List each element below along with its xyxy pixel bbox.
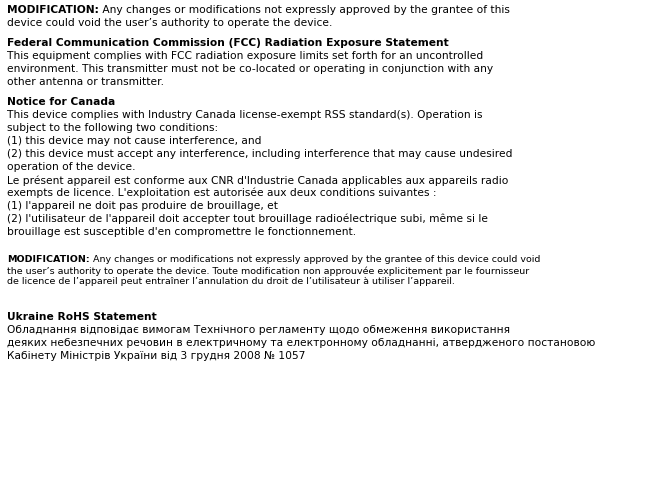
Text: other antenna or transmitter.: other antenna or transmitter.: [7, 77, 164, 87]
Text: Le présent appareil est conforme aux CNR d'Industrie Canada applicables aux appa: Le présent appareil est conforme aux CNR…: [7, 175, 508, 186]
Text: MODIFICATION:: MODIFICATION:: [7, 5, 99, 15]
Text: Ukraine RoHS Statement: Ukraine RoHS Statement: [7, 312, 157, 322]
Text: brouillage est susceptible d'en compromettre le fonctionnement.: brouillage est susceptible d'en comprome…: [7, 227, 356, 237]
Text: (2) this device must accept any interference, including interference that may ca: (2) this device must accept any interfer…: [7, 149, 512, 159]
Text: This equipment complies with FCC radiation exposure limits set forth for an unco: This equipment complies with FCC radiati…: [7, 51, 483, 61]
Text: device could void the user’s authority to operate the device.: device could void the user’s authority t…: [7, 18, 333, 28]
Text: This device complies with Industry Canada license-exempt RSS standard(s). Operat: This device complies with Industry Canad…: [7, 110, 482, 120]
Text: (2) l'utilisateur de l'appareil doit accepter tout brouillage radioélectrique su: (2) l'utilisateur de l'appareil doit acc…: [7, 214, 488, 224]
Text: Federal Communication Commission (FCC) Radiation Exposure Statement: Federal Communication Commission (FCC) R…: [7, 38, 449, 48]
Text: Any changes or modifications not expressly approved by the grantee of this: Any changes or modifications not express…: [99, 5, 510, 15]
Text: Кабінету Міністрів України від 3 грудня 2008 № 1057: Кабінету Міністрів України від 3 грудня …: [7, 351, 305, 361]
Text: Обладнання відповідає вимогам Технічного регламенту щодо обмеження використання: Обладнання відповідає вимогам Технічного…: [7, 325, 510, 335]
Text: MODIFICATION:: MODIFICATION:: [7, 255, 90, 264]
Text: Any changes or modifications not expressly approved by the grantee of this devic: Any changes or modifications not express…: [90, 255, 540, 264]
Text: environment. This transmitter must not be co-located or operating in conjunction: environment. This transmitter must not b…: [7, 64, 493, 74]
Text: (1) this device may not cause interference, and: (1) this device may not cause interferen…: [7, 136, 262, 146]
Text: Notice for Canada: Notice for Canada: [7, 97, 115, 107]
Text: subject to the following two conditions:: subject to the following two conditions:: [7, 123, 218, 133]
Text: operation of the device.: operation of the device.: [7, 162, 135, 172]
Text: de licence de l’appareil peut entraîner l’annulation du droit de l’utilisateur à: de licence de l’appareil peut entraîner …: [7, 277, 455, 286]
Text: (1) l'appareil ne doit pas produire de brouillage, et: (1) l'appareil ne doit pas produire de b…: [7, 201, 278, 211]
Text: exempts de licence. L'exploitation est autorisée aux deux conditions suivantes :: exempts de licence. L'exploitation est a…: [7, 188, 437, 198]
Text: деяких небезпечних речовин в електричному та електронному обладнанні, атверджено: деяких небезпечних речовин в електричном…: [7, 338, 596, 348]
Text: the user’s authority to operate the device. Toute modification non approuvée exp: the user’s authority to operate the devi…: [7, 266, 529, 275]
